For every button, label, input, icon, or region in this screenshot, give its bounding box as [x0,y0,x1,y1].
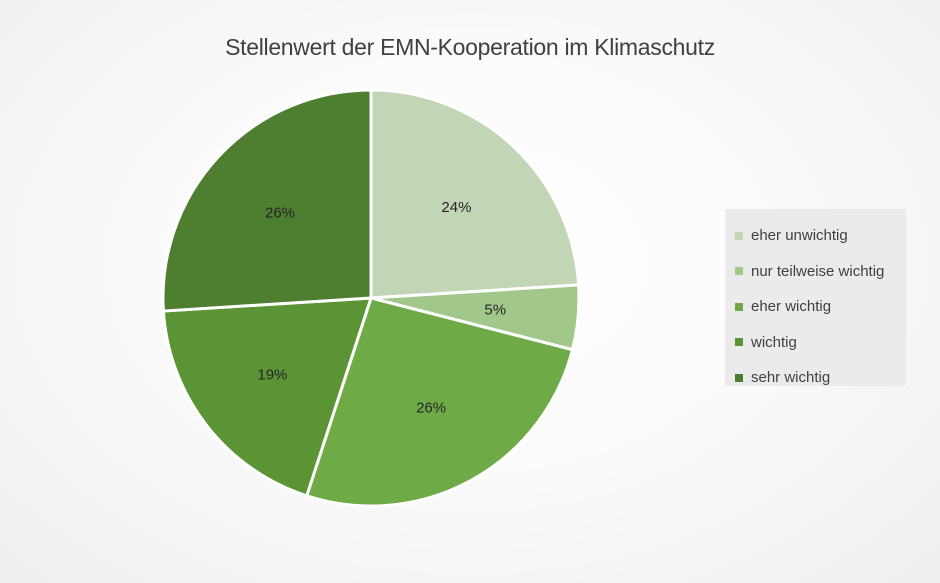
legend-swatch [735,338,743,347]
slice-data-label: 5% [484,302,506,319]
legend-label: eher unwichtig [751,227,848,245]
legend-label: nur teilweise wichtig [751,262,885,280]
slice-data-label: 26% [416,399,446,416]
pie-slice-5 [161,88,373,313]
legend-label: eher wichtig [751,298,832,316]
pie-slice-4 [161,296,373,498]
legend-item: eher wichtig [735,289,906,325]
legend-swatch [735,267,743,276]
legend-item: eher unwichtig [735,218,906,254]
legend: eher unwichtig nur teilweise wichtig eher … [725,209,906,386]
legend-swatch [735,302,743,311]
slice-data-label: 26% [265,205,295,222]
slice-data-label: 24% [441,199,471,216]
legend-swatch [735,373,743,382]
legend-item: nur teilweise wichtig [735,254,906,290]
legend-label: wichtig [751,333,797,351]
legend-swatch [735,231,743,240]
legend-label: sehr wichtig [751,369,831,387]
pie-slice-3 [305,296,574,508]
legend-item: sehr wichtig [735,360,906,396]
chart-title: Stellenwert der EMN-Kooperation im Klima… [225,34,715,60]
legend-item: wichtig [735,325,906,361]
slice-data-label: 19% [257,366,287,383]
pie-slice-1 [369,88,581,300]
